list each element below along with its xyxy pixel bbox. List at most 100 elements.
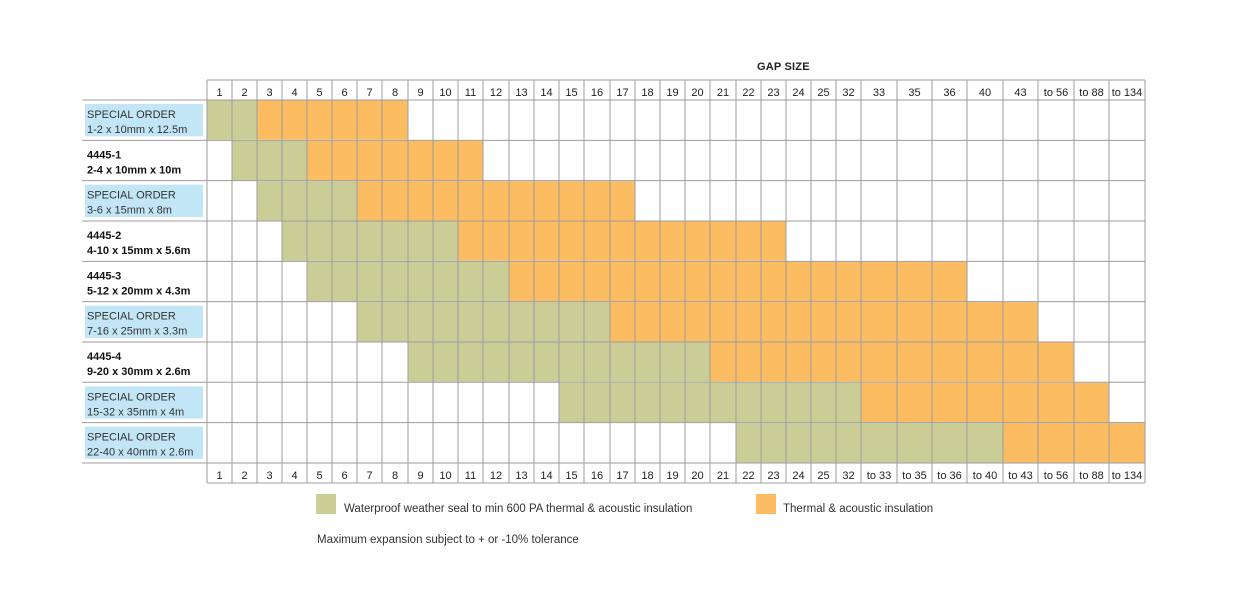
legend-swatch-thermal — [756, 494, 776, 514]
column-label-bottom: 32 — [842, 470, 854, 482]
column-label-bottom: 18 — [641, 470, 653, 482]
waterproof-cell — [381, 220, 409, 262]
thermal-cell — [331, 139, 358, 182]
column-label-top: 35 — [908, 87, 920, 99]
thermal-cell — [735, 260, 762, 303]
thermal-cell — [634, 260, 661, 303]
row-label-line2: 2-4 x 10mm x 10m — [87, 164, 181, 176]
column-label-bottom: 9 — [417, 470, 423, 482]
column-label-top: 22 — [742, 87, 754, 99]
column-label-bottom: 23 — [767, 470, 779, 482]
column-label-bottom: 12 — [490, 470, 502, 482]
column-label-top: 16 — [591, 87, 603, 99]
row-label-line1: 4445-1 — [87, 149, 121, 161]
waterproof-cell — [810, 422, 837, 464]
thermal-cell — [482, 220, 510, 262]
thermal-cell — [810, 341, 837, 383]
column-label-bottom: 8 — [392, 470, 398, 482]
waterproof-cell — [634, 381, 661, 424]
waterproof-cell — [533, 341, 560, 383]
column-label-bottom: to 40 — [973, 470, 997, 482]
row-label-line2: 15-32 x 35mm x 4m — [87, 406, 184, 418]
waterproof-cell — [256, 180, 283, 222]
column-label-top: 36 — [943, 87, 955, 99]
column-label-bottom: to 35 — [902, 470, 926, 482]
column-label-top: to 88 — [1079, 87, 1103, 99]
thermal-cell — [583, 260, 611, 303]
tolerance-note: Maximum expansion subject to + or -10% t… — [317, 534, 579, 546]
waterproof-cell — [558, 341, 585, 383]
column-label-top: 23 — [767, 87, 779, 99]
waterproof-cell — [659, 381, 686, 424]
thermal-cell — [331, 99, 358, 141]
waterproof-cell — [432, 301, 459, 343]
waterproof-cell — [306, 260, 333, 303]
column-label-bottom: 5 — [316, 470, 322, 482]
thermal-cell — [931, 381, 968, 424]
waterproof-cell — [835, 381, 862, 424]
thermal-cell — [381, 99, 409, 141]
thermal-cell — [860, 260, 898, 303]
thermal-cell — [684, 220, 711, 262]
column-label-bottom: 3 — [266, 470, 272, 482]
waterproof-cell — [281, 139, 308, 182]
column-label-bottom: to 134 — [1112, 470, 1143, 482]
column-label-top: 8 — [392, 87, 398, 99]
column-label-bottom: 17 — [616, 470, 628, 482]
thermal-cell — [659, 260, 686, 303]
waterproof-cell — [659, 341, 686, 383]
waterproof-cell — [860, 422, 898, 464]
waterproof-cell — [785, 381, 812, 424]
column-label-bottom: 2 — [241, 470, 247, 482]
column-label-top: to 134 — [1112, 87, 1143, 99]
thermal-cell — [659, 220, 686, 262]
thermal-cell — [1037, 381, 1075, 424]
waterproof-cell — [381, 301, 409, 343]
special-order-label-bg — [85, 426, 203, 459]
thermal-cell — [432, 139, 459, 182]
waterproof-cell — [356, 260, 383, 303]
thermal-cell — [709, 220, 737, 262]
waterproof-cell — [432, 341, 459, 383]
waterproof-cell — [407, 260, 434, 303]
thermal-cell — [966, 301, 1004, 343]
thermal-cell — [835, 260, 862, 303]
column-label-top: 43 — [1014, 87, 1026, 99]
column-label-top: 1 — [216, 87, 222, 99]
waterproof-cell — [634, 341, 661, 383]
waterproof-cell — [231, 99, 258, 141]
waterproof-cell — [432, 260, 459, 303]
waterproof-cell — [558, 381, 585, 424]
thermal-cell — [609, 301, 636, 343]
waterproof-cell — [206, 99, 233, 141]
thermal-cell — [256, 99, 283, 141]
waterproof-cell — [835, 422, 862, 464]
row-label-line1: SPECIAL ORDER — [87, 190, 176, 202]
waterproof-cell — [231, 139, 258, 182]
thermal-cell — [533, 180, 560, 222]
thermal-cell — [896, 381, 933, 424]
column-label-bottom: 16 — [591, 470, 603, 482]
waterproof-cell — [306, 180, 333, 222]
thermal-cell — [381, 139, 409, 182]
column-label-bottom: 11 — [465, 470, 476, 482]
column-label-top: 18 — [641, 87, 653, 99]
waterproof-cell — [684, 341, 711, 383]
waterproof-cell — [760, 381, 787, 424]
legend-swatch-waterproof — [316, 494, 336, 514]
thermal-cell — [896, 260, 933, 303]
thermal-cell — [760, 260, 787, 303]
waterproof-cell — [457, 301, 484, 343]
waterproof-cell — [609, 381, 636, 424]
waterproof-cell — [256, 139, 283, 182]
column-label-top: 15 — [565, 87, 577, 99]
column-label-bottom: to 88 — [1079, 470, 1103, 482]
thermal-cell — [966, 341, 1004, 383]
row-label-line1: SPECIAL ORDER — [87, 391, 176, 403]
thermal-cell — [760, 341, 787, 383]
column-label-top: 12 — [490, 87, 502, 99]
thermal-cell — [1073, 422, 1110, 464]
thermal-cell — [508, 220, 535, 262]
gap-size-title: GAP SIZE — [757, 61, 810, 73]
